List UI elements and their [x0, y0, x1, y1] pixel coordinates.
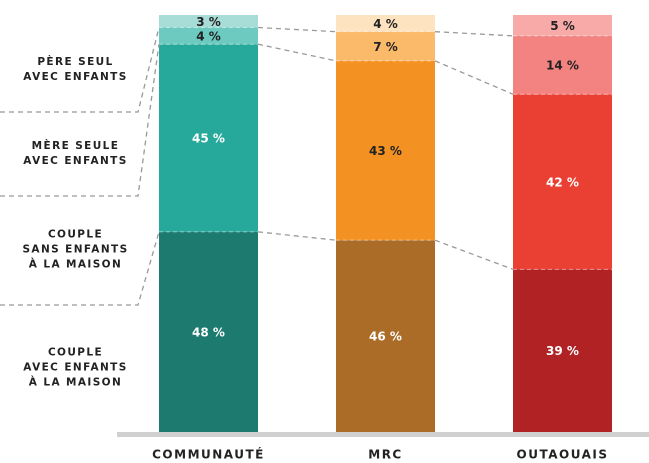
- connector: [434, 60, 514, 95]
- connector: [257, 43, 337, 62]
- connector: [434, 239, 514, 270]
- value-label: 5 %: [550, 19, 575, 33]
- bar-segment: [336, 240, 435, 432]
- value-label: 4 %: [373, 17, 398, 31]
- value-label: 43 %: [369, 144, 402, 158]
- legend-entry: COUPLE AVEC ENFANTS À LA MAISON: [23, 346, 128, 389]
- x-tick-label: OUTAOUAIS: [517, 448, 609, 462]
- value-label: 4 %: [196, 29, 221, 43]
- x-tick-label: MRC: [368, 448, 403, 462]
- value-label: 46 %: [369, 330, 402, 344]
- baseline: [117, 432, 649, 437]
- bar-segment: [336, 60, 435, 241]
- bar-segment: [513, 15, 612, 36]
- legend-bracket: [0, 27, 160, 113]
- bar-segment: [513, 269, 612, 432]
- bar-segment: [336, 31, 435, 61]
- bar-segment: [513, 94, 612, 270]
- value-label: 3 %: [196, 15, 221, 29]
- x-tick-label: COMMUNAUTÉ: [152, 447, 265, 462]
- bar-segment: [159, 44, 258, 232]
- legend-bracket: [0, 231, 160, 306]
- legend-entry: MÈRE SEULE AVEC ENFANTS: [23, 140, 128, 167]
- bar-segment: [159, 15, 258, 28]
- connector: [434, 31, 514, 37]
- legend-entry: PÈRE SEUL AVEC ENFANTS: [23, 56, 128, 83]
- bar-segment: [513, 35, 612, 95]
- value-label: 39 %: [546, 344, 579, 358]
- bar-segment: [336, 15, 435, 32]
- connector: [257, 231, 337, 241]
- legend-entry: COUPLE SANS ENFANTS À LA MAISON: [22, 228, 129, 271]
- value-label: 48 %: [192, 325, 225, 339]
- connector: [257, 26, 337, 33]
- value-label: 42 %: [546, 175, 579, 189]
- value-label: 7 %: [373, 40, 398, 54]
- bar-segment: [159, 231, 258, 432]
- value-label: 45 %: [192, 132, 225, 146]
- bar-segment: [159, 27, 258, 45]
- value-label: 14 %: [546, 59, 579, 73]
- legend-bracket: [0, 44, 160, 197]
